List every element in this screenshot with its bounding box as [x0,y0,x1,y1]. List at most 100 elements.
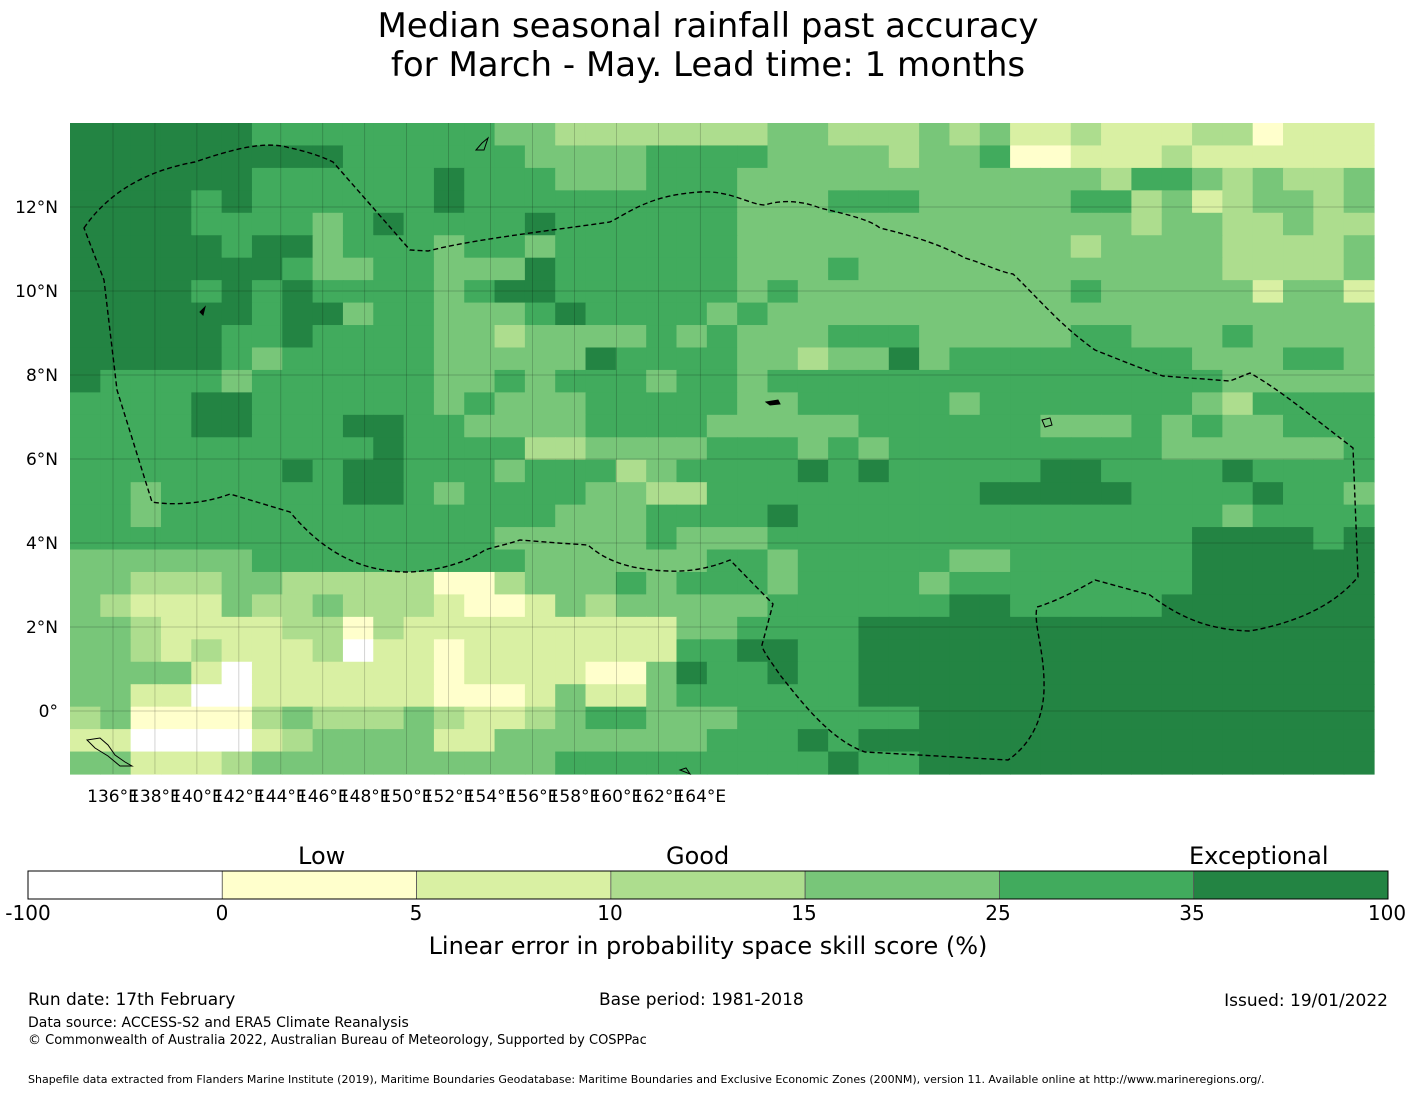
grid-cell [1343,527,1375,551]
grid-cell [646,145,678,169]
grid-cell [312,661,344,685]
grid-cell [160,751,192,775]
grid-cell [767,616,799,640]
grid-cell [1161,661,1193,685]
grid-cell [949,190,981,214]
grid-cell [615,302,647,326]
grid-cell [1040,167,1072,191]
grid-cell [888,594,920,618]
grid-cell [524,190,556,214]
grid-cell [251,549,283,573]
grid-cell [1161,504,1193,528]
grid-cell [1131,302,1163,326]
grid-cell [979,706,1011,730]
grid-cell [1222,145,1254,169]
grid-cell [1161,751,1193,775]
grid-cell [1252,706,1284,730]
grid-cell [919,347,951,371]
grid-cell [221,729,253,753]
grid-cell [797,347,829,371]
grid-cell [949,527,981,551]
grid-cell [130,504,162,528]
grid-cell [1343,414,1375,438]
grid-cell [1161,684,1193,708]
grid-cell [615,527,647,551]
grid-cell [373,706,405,730]
grid-cell [464,167,496,191]
grid-cell [979,302,1011,326]
grid-cell [615,347,647,371]
grid-cell [828,751,860,775]
grid-cell [494,504,526,528]
grid-cell [130,325,162,349]
grid-cell [1313,639,1345,663]
grid-cell [1040,661,1072,685]
grid-cell [282,549,314,573]
grid-cell [919,729,951,753]
grid-cell [373,302,405,326]
grid-cell [555,706,587,730]
grid-cell [949,167,981,191]
grid-cell [494,123,526,147]
grid-cell [949,437,981,461]
grid-cell [797,325,829,349]
grid-cell [130,459,162,483]
grid-cell [828,190,860,214]
grid-cell [70,190,101,214]
grid-cell [797,369,829,393]
grid-cell [888,280,920,304]
grid-cell [828,302,860,326]
grid-cell [342,661,374,685]
grid-cell [1070,212,1102,236]
grid-cell [70,302,101,326]
grid-cell [1040,549,1072,573]
grid-cell [433,459,465,483]
grid-cell [1313,437,1345,461]
grid-cell [555,616,587,640]
grid-cell [767,123,799,147]
grid-cell [1070,751,1102,775]
grid-cell [646,347,678,371]
grid-cell [888,123,920,147]
grid-cell [282,212,314,236]
grid-cell [828,594,860,618]
grid-cell [524,325,556,349]
grid-cell [312,325,344,349]
grid-cell [524,571,556,596]
grid-cell [1222,437,1254,461]
grid-cell [1283,661,1314,685]
grid-cell [403,257,435,281]
grid-cell [858,235,890,259]
longitude-label: 138°E [129,787,181,807]
grid-cell [403,235,435,259]
grid-cell [979,369,1011,393]
grid-cell [1070,190,1102,214]
grid-cell [1040,639,1072,663]
grid-cell [1192,414,1223,438]
grid-cell [342,504,374,528]
grid-cell [615,437,647,461]
grid-cell [585,235,617,259]
grid-cell [767,347,799,371]
grid-cell [1161,325,1193,349]
grid-cell [160,639,192,663]
grid-cell [70,549,101,573]
grid-cell [403,527,435,551]
grid-cell [1131,212,1163,236]
grid-cell [1252,212,1284,236]
colorbar-border [27,870,1389,900]
grid-cell [1010,616,1042,640]
grid-cell [1222,684,1254,708]
grid-cell [1313,751,1345,775]
grid-cell [555,414,587,438]
grid-cell [494,437,526,461]
skill-score-grid [70,123,1375,775]
grid-cell [191,325,223,349]
grid-cell [737,347,769,371]
grid-cell [585,527,617,551]
grid-cell [646,167,678,191]
grid-cell [373,145,405,169]
grid-cell [1343,482,1375,506]
grid-cell [828,661,860,685]
